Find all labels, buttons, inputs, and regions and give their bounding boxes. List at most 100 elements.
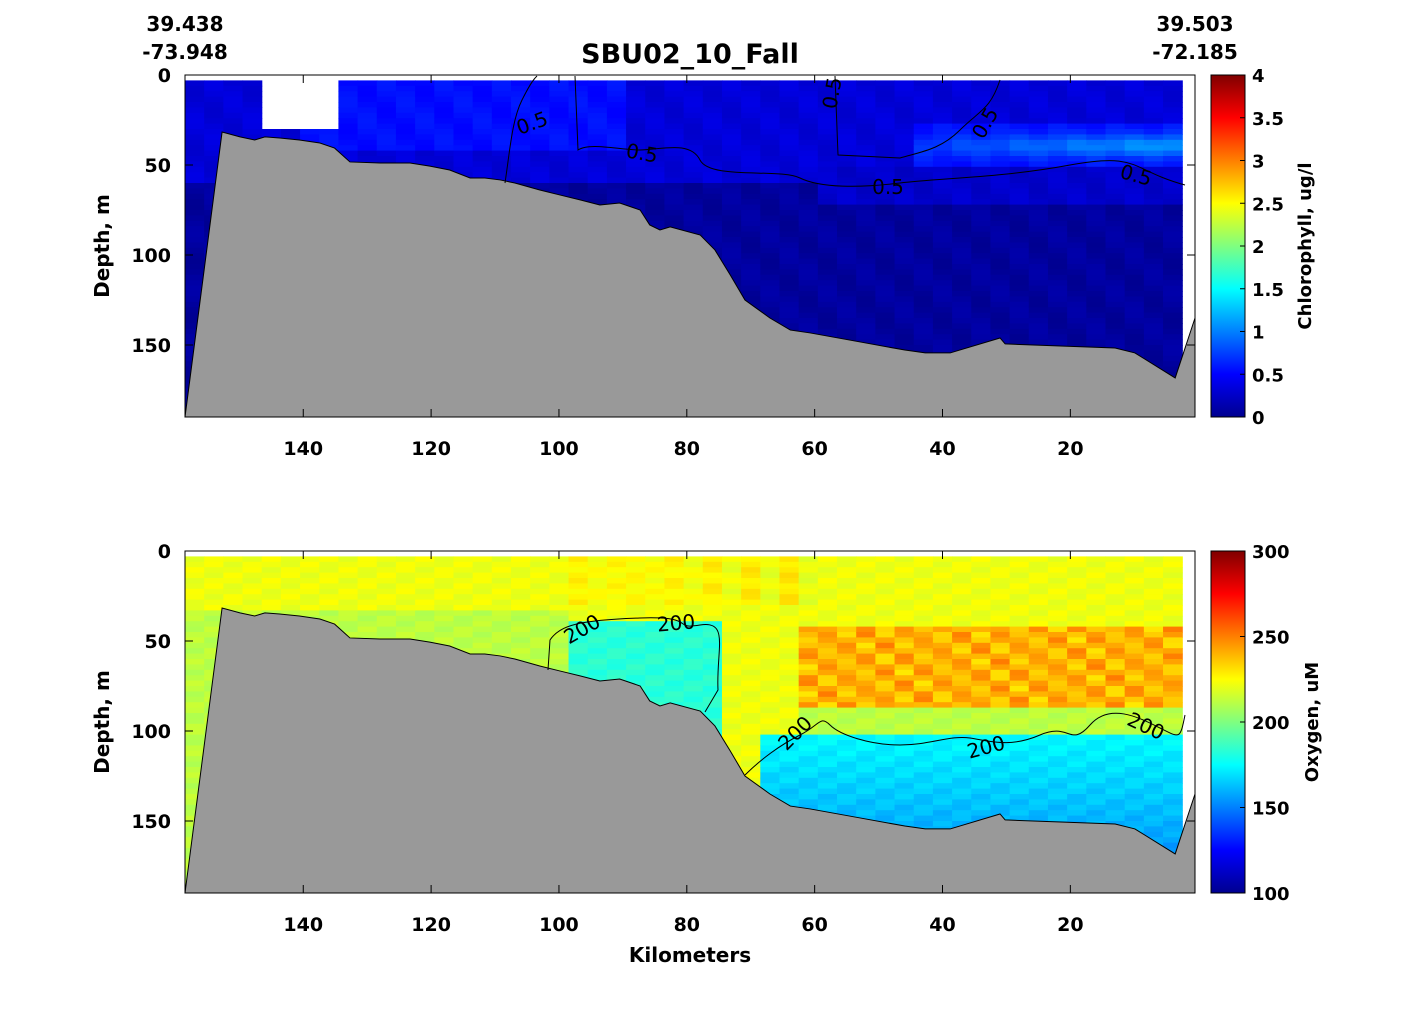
field-cell (569, 594, 589, 600)
field-cell (204, 113, 224, 119)
field-cell (185, 718, 205, 724)
field-cell (549, 616, 569, 622)
field-cell (799, 215, 819, 221)
field-cell (530, 594, 550, 600)
field-cell (434, 145, 454, 151)
field-cell (837, 291, 857, 297)
field-cell (703, 226, 723, 232)
field-cell (990, 210, 1010, 216)
field-cell (434, 124, 454, 130)
field-cell (914, 80, 934, 86)
field-cell (1029, 183, 1049, 189)
field-cell (990, 248, 1010, 254)
field-cell (664, 129, 684, 135)
x-tick-label: 120 (411, 438, 451, 460)
field-cell (971, 313, 991, 319)
field-cell (837, 232, 857, 238)
field-cell (914, 345, 934, 351)
field-cell (185, 183, 205, 189)
field-cell (1144, 205, 1164, 211)
field-cell (185, 124, 205, 130)
field-cell (664, 578, 684, 584)
field-cell (1067, 280, 1087, 286)
field-cell (645, 215, 665, 221)
field-cell (358, 140, 378, 146)
field-cell (1106, 102, 1126, 108)
field-cell (185, 221, 205, 227)
field-cell (741, 140, 761, 146)
field-cell (1163, 215, 1183, 221)
field-cell (741, 107, 761, 113)
field-cell (760, 248, 780, 254)
field-cell (1106, 210, 1126, 216)
field-cell (588, 156, 608, 162)
field-cell (952, 140, 972, 146)
field-cell (1048, 129, 1068, 135)
field-cell (760, 178, 780, 184)
field-cell (779, 97, 799, 103)
field-cell (569, 188, 589, 194)
field-cell (1106, 80, 1126, 86)
field-cell (895, 134, 915, 140)
field-cell (684, 199, 704, 205)
field-cell (1125, 296, 1145, 302)
field-cell (396, 118, 416, 124)
field-cell (971, 269, 991, 275)
field-cell (875, 291, 895, 297)
field-cell (952, 91, 972, 97)
field-cell (1086, 145, 1106, 151)
field-cell (875, 91, 895, 97)
field-cell (607, 583, 627, 589)
field-cell (1163, 259, 1183, 265)
field-cell (875, 134, 895, 140)
field-cell (1125, 80, 1145, 86)
field-cell (895, 199, 915, 205)
field-cell (684, 124, 704, 130)
field-cell (223, 573, 243, 579)
colorbar-tick-label: 4 (1252, 66, 1265, 87)
field-cell (779, 129, 799, 135)
field-cell (684, 637, 704, 643)
field-cell (895, 313, 915, 319)
field-cell (875, 215, 895, 221)
field-cell (895, 151, 915, 157)
field-cell (837, 134, 857, 140)
field-cell (875, 151, 895, 157)
field-cell (473, 91, 493, 97)
field-cell (952, 248, 972, 254)
field-cell (971, 205, 991, 211)
field-cell (1067, 118, 1087, 124)
field-cell (473, 102, 493, 108)
field-cell (185, 129, 205, 135)
field-cell (933, 329, 953, 335)
field-cell (569, 589, 589, 595)
field-cell (588, 178, 608, 184)
field-cell (434, 632, 454, 638)
field-cell (684, 210, 704, 216)
field-cell (914, 242, 934, 248)
field-cell (243, 97, 263, 103)
field-cell (338, 589, 358, 595)
field-cell (875, 280, 895, 286)
field-cell (492, 97, 512, 103)
field-cell (1163, 118, 1183, 124)
field-cell (645, 637, 665, 643)
field-cell (933, 124, 953, 130)
field-cell (492, 567, 512, 573)
field-cell (741, 275, 761, 281)
field-cell (952, 237, 972, 243)
field-cell (1163, 356, 1183, 362)
field-cell (607, 610, 627, 616)
field-cell (990, 232, 1010, 238)
field-cell (1010, 102, 1030, 108)
colorbar-tick-label: 1 (1252, 323, 1265, 344)
field-cell (779, 188, 799, 194)
field-cell (588, 670, 608, 676)
field-cell (473, 151, 493, 157)
field-cell (185, 637, 205, 643)
field-cell (243, 113, 263, 119)
field-cell (185, 86, 205, 92)
field-cell (818, 205, 838, 211)
field-cell (722, 102, 742, 108)
field-cell (626, 194, 646, 200)
